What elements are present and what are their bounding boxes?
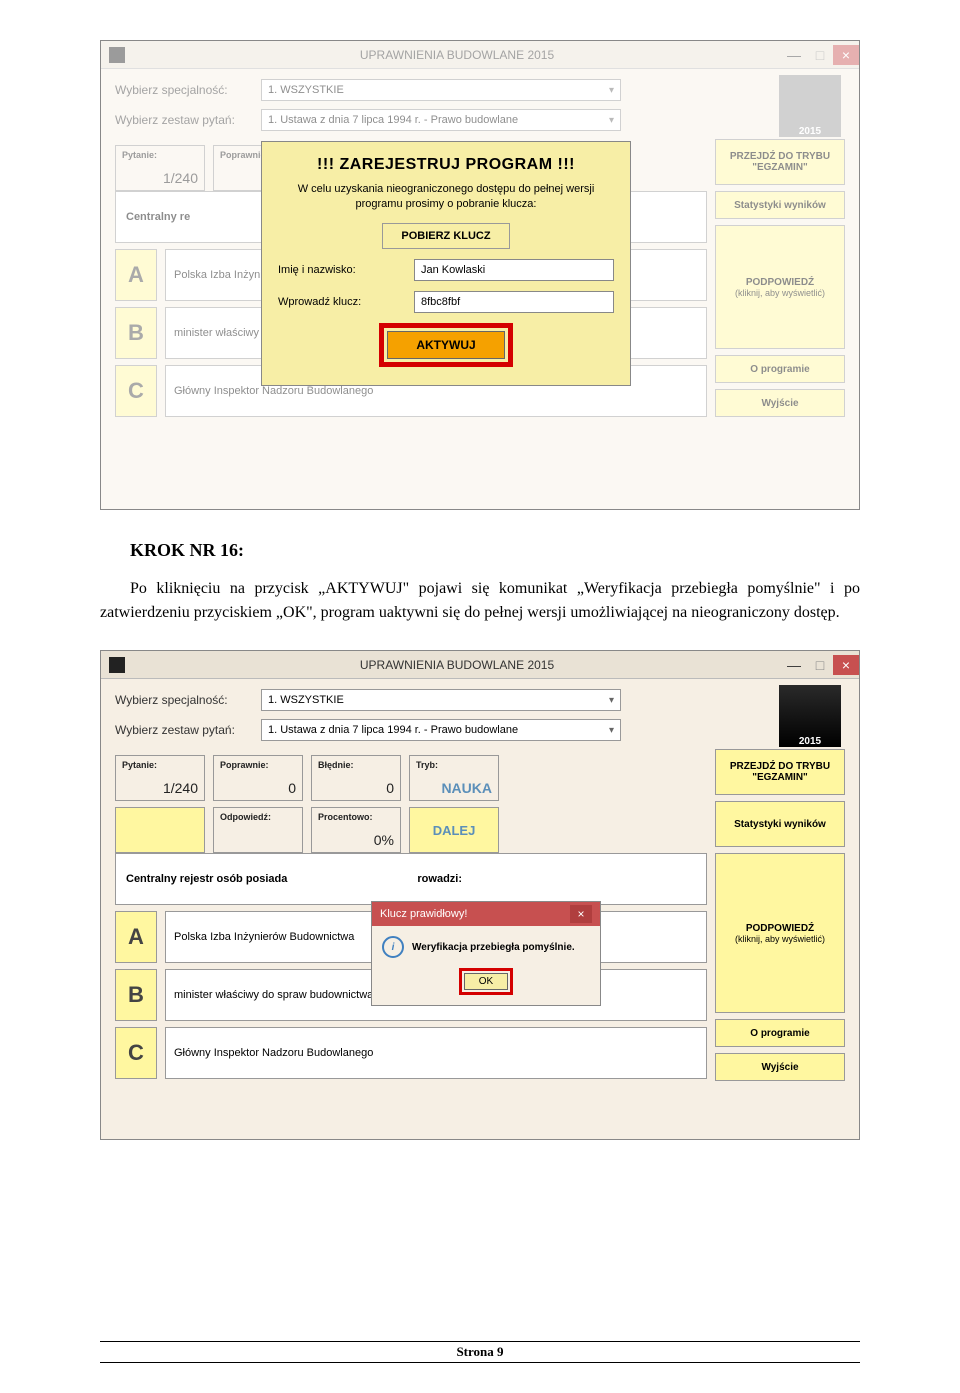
ok-highlight: OK	[459, 968, 513, 995]
stat-pytanie: Pytanie:1/240	[115, 755, 205, 801]
stat-pytanie: Pytanie:1/240	[115, 145, 205, 191]
pobierz-klucz-button[interactable]: POBIERZ KLUCZ	[382, 223, 509, 249]
page-footer: Strona 9	[100, 1341, 860, 1363]
verify-dialog: Klucz prawidłowy! × i Weryfikacja przebi…	[371, 901, 601, 1006]
podpowiedz-button[interactable]: PODPOWIEDŹ (kliknij, aby wyświetlić)	[715, 225, 845, 349]
register-desc: W celu uzyskania nieograniczonego dostęp…	[278, 182, 614, 213]
zestaw-label: Wybierz zestaw pytań:	[115, 723, 255, 737]
stat-procent: Procentowo:0%	[311, 807, 401, 853]
verify-msg: Weryfikacja przebiegła pomyślnie.	[412, 942, 575, 953]
instruction-text: KROK NR 16: Po kliknięciu na przycisk „A…	[100, 540, 860, 625]
step-paragraph: Po kliknięciu na przycisk „AKTYWUJ" poja…	[100, 577, 860, 625]
minimize-button[interactable]: —	[781, 45, 807, 65]
wyjscie-button[interactable]: Wyjście	[715, 389, 845, 417]
dalej-button[interactable]: DALEJ	[409, 807, 499, 853]
screenshot-register: UPRAWNIENIA BUDOWLANE 2015 — □ × 2015 Wy…	[100, 40, 860, 510]
app-icon	[109, 47, 125, 63]
specjalnosc-label: Wybierz specjalność:	[115, 83, 255, 97]
specjalnosc-label: Wybierz specjalność:	[115, 693, 255, 707]
answer-c[interactable]: C Główny Inspektor Nadzoru Budowlanego	[115, 1027, 707, 1079]
stat-blednie: Błędnie:0	[311, 755, 401, 801]
name-input[interactable]	[414, 259, 614, 281]
titlebar: UPRAWNIENIA BUDOWLANE 2015 — □ ×	[101, 651, 859, 679]
window-title: UPRAWNIENIA BUDOWLANE 2015	[133, 48, 781, 62]
close-button[interactable]: ×	[833, 45, 859, 65]
close-button[interactable]: ×	[833, 655, 859, 675]
tryb-egzamin-button[interactable]: PRZEJDŹ DO TRYBU "EGZAMIN"	[715, 139, 845, 185]
oprogramie-button[interactable]: O programie	[715, 1019, 845, 1047]
maximize-button[interactable]: □	[807, 655, 833, 675]
stat-blank	[115, 807, 205, 853]
podpowiedz-button[interactable]: PODPOWIEDŹ (kliknij, aby wyświetlić)	[715, 853, 845, 1013]
minimize-button[interactable]: —	[781, 655, 807, 675]
oprogramie-button[interactable]: O programie	[715, 355, 845, 383]
verify-close-button[interactable]: ×	[570, 905, 592, 923]
statystyki-button[interactable]: Statystyki wyników	[715, 191, 845, 219]
stat-tryb: Tryb:NAUKA	[409, 755, 499, 801]
stat-odpowiedz: Odpowiedź:	[213, 807, 303, 853]
key-input[interactable]	[414, 291, 614, 313]
name-label: Imię i nazwisko:	[278, 264, 408, 276]
zestaw-label: Wybierz zestaw pytań:	[115, 113, 255, 127]
register-modal: !!! ZAREJESTRUJ PROGRAM !!! W celu uzysk…	[261, 141, 631, 386]
statystyki-button[interactable]: Statystyki wyników	[715, 801, 845, 847]
window-title: UPRAWNIENIA BUDOWLANE 2015	[133, 658, 781, 672]
register-heading: !!! ZAREJESTRUJ PROGRAM !!!	[278, 156, 614, 174]
maximize-button[interactable]: □	[807, 45, 833, 65]
info-icon: i	[382, 936, 404, 958]
verify-titlebar: Klucz prawidłowy! ×	[372, 902, 600, 926]
aktywuj-highlight: AKTYWUJ	[379, 323, 512, 367]
specjalnosc-select[interactable]: 1. WSZYSTKIE▾	[261, 79, 621, 101]
aktywuj-button[interactable]: AKTYWUJ	[387, 331, 504, 359]
key-label: Wprowadź klucz:	[278, 296, 408, 308]
step-heading: KROK NR 16:	[130, 540, 860, 561]
screenshot-verify: UPRAWNIENIA BUDOWLANE 2015 — □ × 2015 Wy…	[100, 650, 860, 1140]
wyjscie-button[interactable]: Wyjście	[715, 1053, 845, 1081]
zestaw-select[interactable]: 1. Ustawa z dnia 7 lipca 1994 r. - Prawo…	[261, 719, 621, 741]
app-logo: 2015	[779, 685, 841, 747]
zestaw-select[interactable]: 1. Ustawa z dnia 7 lipca 1994 r. - Prawo…	[261, 109, 621, 131]
tryb-egzamin-button[interactable]: PRZEJDŹ DO TRYBU "EGZAMIN"	[715, 749, 845, 795]
app-logo: 2015	[779, 75, 841, 137]
question-box: Centralny rejestr osób posiada rowadzi:	[115, 853, 707, 905]
app-icon	[109, 657, 125, 673]
titlebar: UPRAWNIENIA BUDOWLANE 2015 — □ ×	[101, 41, 859, 69]
ok-button[interactable]: OK	[464, 973, 508, 990]
specjalnosc-select[interactable]: 1. WSZYSTKIE▾	[261, 689, 621, 711]
stat-poprawnie: Poprawnie:0	[213, 755, 303, 801]
